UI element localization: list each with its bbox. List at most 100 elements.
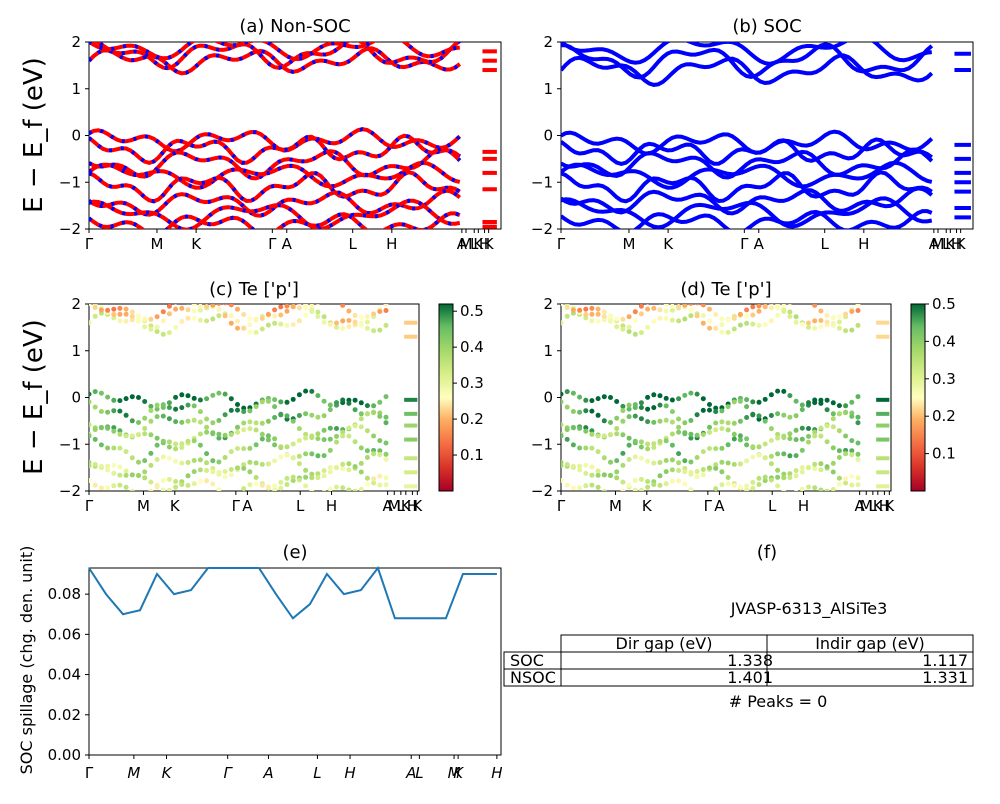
proj-point xyxy=(849,482,855,488)
proj-point xyxy=(235,424,240,430)
proj-point xyxy=(352,488,358,491)
proj-point xyxy=(564,404,570,410)
proj-point xyxy=(129,418,135,424)
proj-point xyxy=(278,412,284,418)
proj-point xyxy=(676,424,682,430)
title-panel-f: (f) xyxy=(757,542,777,563)
proj-point xyxy=(768,477,774,483)
proj-point xyxy=(806,484,811,490)
proj-point xyxy=(210,420,216,426)
proj-point xyxy=(117,398,123,404)
proj-point xyxy=(98,442,104,448)
proj-point xyxy=(657,393,663,399)
proj-point xyxy=(719,445,725,451)
proj-point xyxy=(272,404,278,410)
row-soc-dir: 1.338 xyxy=(727,651,773,670)
proj-point xyxy=(830,424,836,430)
proj-point xyxy=(737,461,743,467)
proj-point xyxy=(799,402,805,408)
proj-point xyxy=(334,465,339,471)
proj-point xyxy=(129,309,135,315)
proj-point xyxy=(676,429,682,435)
proj-point xyxy=(793,398,799,404)
proj-point xyxy=(111,306,117,312)
proj-point xyxy=(657,315,663,321)
proj-point xyxy=(688,431,694,437)
proj-point xyxy=(321,314,327,320)
proj-point xyxy=(216,390,222,396)
proj-point xyxy=(768,305,774,311)
proj-point xyxy=(836,319,842,325)
proj-point xyxy=(638,416,644,422)
proj-point xyxy=(284,413,290,419)
proj-point xyxy=(812,466,818,472)
proj-point xyxy=(290,441,296,447)
proj-point xyxy=(614,324,620,330)
proj-point xyxy=(89,320,92,326)
proj-point xyxy=(806,298,811,303)
proj-point xyxy=(129,394,135,400)
proj-point xyxy=(700,432,706,438)
proj-point xyxy=(105,425,111,431)
proj-point xyxy=(321,319,327,325)
proj-point xyxy=(836,428,842,434)
proj-point xyxy=(799,486,805,491)
proj-point xyxy=(620,432,626,438)
proj-point xyxy=(265,398,271,404)
proj-point xyxy=(676,318,682,324)
proj-point xyxy=(123,311,129,317)
proj-point xyxy=(775,435,781,441)
proj-point xyxy=(346,318,352,323)
colorbar-ticks: 0.1 0.2 0.3 0.4 0.5 0.1 0.2 0.3 0.4 0.5 xyxy=(453,295,956,464)
proj-point xyxy=(589,398,595,404)
panel-c-xtick-label: Γ xyxy=(85,497,94,515)
proj-point xyxy=(117,482,123,488)
spillage-ytick-label: 0.06 xyxy=(48,625,81,643)
panel-c-ytick-label: −1 xyxy=(59,435,81,453)
proj-point xyxy=(750,399,756,405)
proj-point xyxy=(589,408,595,414)
proj-point xyxy=(601,394,607,400)
proj-point xyxy=(253,420,259,426)
proj-point xyxy=(843,328,849,334)
proj-point xyxy=(719,316,725,322)
proj-point xyxy=(601,418,607,424)
proj-point xyxy=(148,462,154,468)
proj-point xyxy=(160,331,166,337)
spillage-xtick-label: H xyxy=(344,764,355,782)
proj-point xyxy=(204,318,210,324)
proj-point xyxy=(364,319,370,325)
proj-point xyxy=(197,467,203,473)
proj-point xyxy=(781,451,787,457)
proj-point xyxy=(794,490,799,491)
proj-point xyxy=(148,408,154,414)
proj-point xyxy=(632,478,638,483)
proj-point xyxy=(707,407,712,413)
proj-point xyxy=(614,475,620,481)
proj-point xyxy=(700,396,706,402)
proj-point xyxy=(818,487,824,491)
proj-point xyxy=(204,468,210,473)
colorbar-tick-label: 0.2 xyxy=(460,410,484,428)
proj-point xyxy=(371,433,377,439)
proj-point xyxy=(583,397,589,403)
proj-point xyxy=(253,329,259,335)
proj-point xyxy=(824,407,830,413)
proj-point xyxy=(123,412,129,418)
spillage-xtick-label: L xyxy=(313,764,321,782)
proj-point xyxy=(608,432,613,438)
proj-point xyxy=(383,308,389,313)
proj-point xyxy=(849,473,855,479)
proj-point xyxy=(377,438,383,444)
proj-point xyxy=(185,473,191,479)
row-soc-indir: 1.117 xyxy=(922,651,968,670)
proj-point xyxy=(297,304,302,306)
proj-point xyxy=(843,480,849,486)
proj-point xyxy=(570,307,576,313)
proj-point xyxy=(383,440,389,446)
proj-point xyxy=(123,306,129,312)
proj-point xyxy=(812,433,818,439)
proj-point xyxy=(561,478,564,483)
